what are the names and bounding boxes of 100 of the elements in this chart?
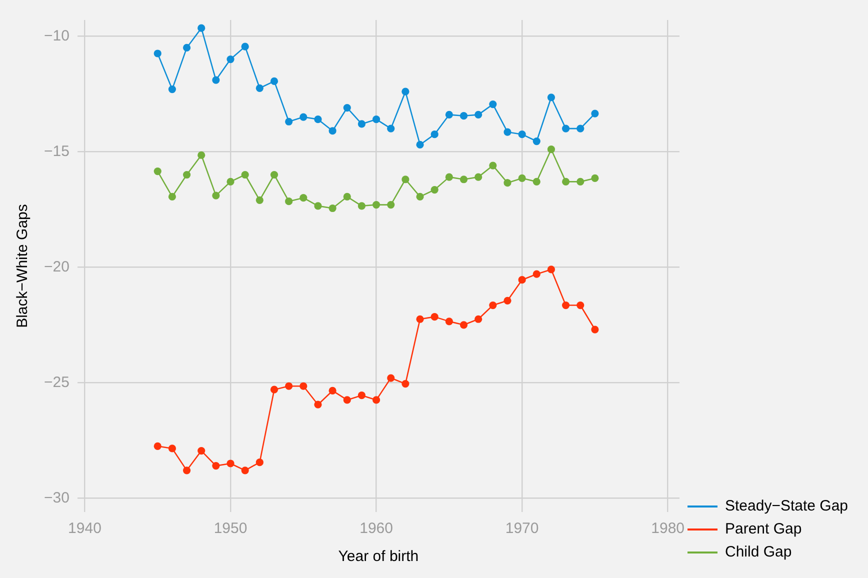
x-axis-title: Year of birth [338,548,419,566]
point [387,200,395,209]
point [270,386,278,394]
point [518,174,526,182]
point [358,120,366,128]
point [328,386,336,395]
legend-label: Parent Gap [724,520,802,538]
point [547,146,556,154]
point [343,396,351,404]
point [562,301,570,310]
point [226,55,234,64]
legend-label: Steady−State Gap [724,498,848,515]
point [489,100,497,108]
point [430,130,438,138]
point [226,460,234,468]
point [256,458,264,466]
point [168,444,176,452]
point [474,173,482,181]
y-tick-label: −10 [44,27,70,44]
point [562,178,570,186]
point [300,113,308,121]
point [314,116,322,124]
point [256,196,264,204]
point [445,173,453,181]
point [270,77,278,86]
point [387,124,395,132]
x-tick-label: 1980 [651,520,685,538]
point [518,276,526,284]
point [343,192,351,201]
point [182,466,191,474]
point [547,94,556,102]
point [358,392,366,400]
point [591,174,599,182]
point [402,380,410,388]
point [402,176,410,184]
point [285,118,293,126]
point [285,198,293,206]
point [372,396,380,404]
point [168,192,176,201]
point [460,321,468,329]
y-tick-label: −30 [44,489,70,506]
point [300,194,308,202]
point [256,84,264,92]
point [198,24,206,32]
point [532,178,540,186]
point [460,176,468,184]
point [445,110,453,119]
x-tick-label: 1940 [68,520,102,538]
point [445,318,453,326]
point [372,116,380,124]
point [504,128,512,136]
point [212,76,220,84]
x-tick-label: 1970 [505,520,539,538]
y-tick-label: −15 [44,142,70,160]
point [547,266,556,274]
point [562,124,570,132]
point [270,170,278,179]
point [576,301,584,310]
point [226,178,234,186]
point [532,137,540,146]
point [372,200,380,209]
point [591,326,599,334]
point [300,382,308,390]
point [387,374,395,382]
point [430,313,438,321]
point [198,151,206,159]
point [518,130,526,138]
point [504,179,512,187]
point [402,88,410,96]
point [182,170,191,179]
point [343,104,351,112]
point [328,127,336,135]
point [416,192,424,201]
point [328,204,336,212]
point [182,44,191,52]
point [314,202,322,210]
point [241,170,249,179]
point [212,462,220,470]
point [591,110,599,118]
point [314,400,322,408]
point [576,124,584,132]
point [489,301,497,310]
point [285,382,293,390]
x-tick-label: 1960 [360,520,393,538]
point [416,315,424,323]
y-tick-label: −25 [44,374,70,391]
point [576,178,584,186]
point [532,270,540,278]
point [460,112,468,120]
x-tick-label: 1950 [214,520,248,538]
y-axis-title: Black−White Gaps [14,204,32,328]
point [474,110,482,119]
point [430,186,438,194]
point [241,466,249,474]
point [212,192,220,200]
point [504,296,512,304]
point [154,50,162,58]
point [241,42,249,50]
point [154,442,162,450]
point [489,162,497,170]
